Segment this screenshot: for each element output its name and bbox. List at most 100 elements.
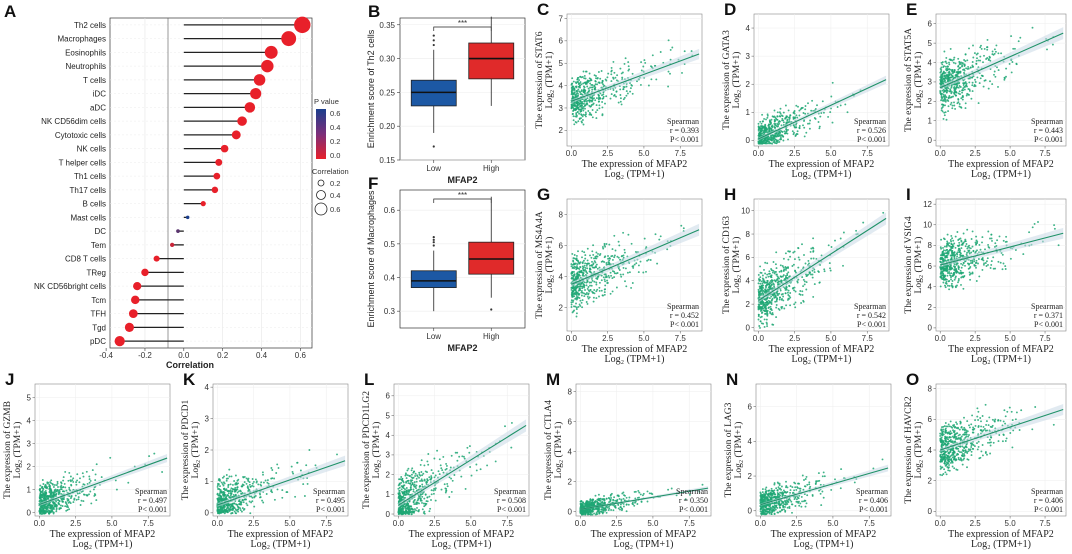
scatter-point	[570, 263, 573, 266]
scatter-point	[954, 268, 957, 271]
scatter-point	[594, 99, 597, 102]
scatter-point	[598, 104, 601, 107]
scatter-point	[764, 312, 766, 315]
scatter-point	[757, 122, 760, 125]
scatter-point	[575, 295, 578, 297]
scatter-point	[576, 78, 579, 81]
scatter-point	[612, 77, 615, 80]
scatter-point	[65, 489, 68, 492]
scatter-point	[53, 494, 56, 497]
scatter-point	[50, 490, 53, 493]
scatter-point	[782, 274, 785, 277]
scatter-point	[596, 267, 599, 270]
scatter-point	[1002, 239, 1005, 242]
y-axis-title: The expression of PDCD1	[180, 399, 191, 500]
y-tick-label: 6	[559, 241, 564, 250]
scatter-point	[943, 77, 946, 80]
scatter-point	[943, 89, 946, 92]
scatter-point	[276, 463, 279, 466]
scatter-point	[575, 82, 578, 85]
scatter-point	[61, 486, 64, 489]
scatter-point	[997, 69, 1000, 72]
x-axis-unit: Log₂ (TPM+1)	[73, 539, 133, 550]
scatter-point	[787, 294, 790, 296]
scatter-point	[951, 243, 954, 246]
scatter-point	[776, 278, 779, 281]
scatter-point	[624, 280, 626, 283]
scatter-point	[590, 256, 593, 259]
scatter-point	[944, 76, 947, 79]
scatter-point	[577, 250, 579, 253]
scatter-point	[571, 301, 574, 303]
scatter-point	[759, 320, 762, 323]
scatter-point	[772, 134, 775, 137]
scatter-point	[227, 507, 230, 510]
x-tick-label: 5.0	[825, 149, 837, 158]
scatter-point	[277, 467, 280, 469]
scatter-point	[251, 482, 254, 485]
scatter-point	[681, 71, 683, 74]
scatter-point	[947, 252, 949, 255]
scatter-point	[773, 141, 776, 144]
scatter-point	[225, 497, 228, 500]
scatter-point	[643, 59, 646, 62]
scatter-point	[575, 121, 578, 124]
scatter-point	[780, 307, 783, 310]
lollipop-dot	[244, 102, 256, 113]
scatter-point	[580, 102, 583, 105]
scatter-point	[994, 75, 997, 78]
scatter-point	[580, 120, 583, 123]
scatter-point	[52, 486, 55, 488]
scatter-point	[951, 253, 954, 256]
category-label: Eosinophils	[65, 48, 106, 57]
scatter-point	[586, 103, 589, 106]
scatter-point	[945, 62, 948, 65]
scatter-point	[574, 104, 577, 107]
scatter-point	[67, 479, 70, 482]
scatter-point	[585, 301, 588, 303]
scatter-point	[759, 271, 762, 274]
scatter-point	[598, 107, 601, 110]
scatter-point	[47, 512, 50, 515]
scatter-point	[667, 39, 670, 42]
scatter-point	[766, 273, 769, 276]
correlation-legend-tick: 0.4	[330, 191, 340, 200]
scatter-point	[591, 88, 594, 91]
scatter-point	[774, 263, 777, 266]
stat-method: Spearman	[854, 302, 886, 311]
scatter-point	[80, 499, 83, 502]
scatter-point	[248, 481, 251, 484]
scatter-point	[576, 297, 579, 300]
scatter-point	[964, 53, 967, 56]
scatter-point	[609, 97, 612, 100]
scatter-point	[978, 243, 981, 246]
scatter-point	[588, 72, 591, 75]
scatter-point	[988, 55, 991, 58]
scatter-point	[939, 67, 942, 70]
scatter-point	[986, 48, 989, 51]
scatter-point	[581, 299, 584, 302]
scatter-point	[572, 96, 574, 98]
scatter-point	[777, 276, 780, 279]
scatter-point	[571, 77, 574, 80]
scatter-point	[571, 270, 574, 273]
scatter-point	[966, 262, 969, 265]
scatter-point	[805, 281, 808, 284]
scatter-point	[829, 269, 832, 272]
scatter-point	[245, 502, 248, 505]
scatter-point	[92, 488, 95, 491]
a-xtick: -0.2	[138, 351, 152, 360]
scatter-point	[216, 498, 219, 501]
scatter-point	[600, 279, 603, 282]
scatter-point	[960, 266, 963, 269]
scatter-point	[580, 89, 583, 92]
scatter-point	[52, 492, 55, 495]
x-tick-label: 2.5	[602, 334, 614, 343]
scatter-point	[761, 307, 763, 310]
scatter-point	[595, 290, 598, 293]
scatter-point	[775, 270, 777, 273]
scatter-point	[43, 499, 46, 501]
scatter-point	[761, 140, 764, 143]
scatter-point	[1009, 257, 1012, 260]
scatter-point	[591, 116, 594, 119]
